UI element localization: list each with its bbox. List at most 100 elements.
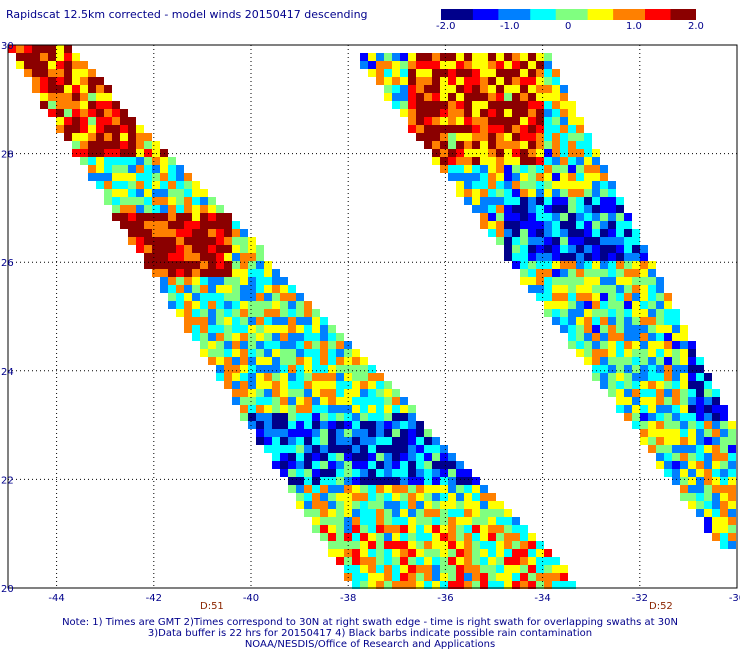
swath-cell: [184, 261, 192, 269]
swath-cell: [240, 277, 248, 285]
swath-cell: [664, 293, 672, 301]
swath-cell: [264, 413, 272, 421]
swath-cell: [264, 309, 272, 317]
swath-cell: [536, 229, 544, 237]
swath-cell: [544, 309, 552, 317]
swath-cell: [400, 69, 408, 77]
swath-cell: [520, 229, 528, 237]
swath-cell: [40, 85, 48, 93]
swath-cell: [440, 581, 448, 589]
swath-cell: [480, 117, 488, 125]
swath-cell: [632, 381, 640, 389]
swath-cell: [472, 53, 480, 61]
swath-cell: [168, 285, 176, 293]
swath-cell: [512, 157, 520, 165]
swath-cell: [216, 269, 224, 277]
swath-cell: [432, 461, 440, 469]
swath-cell: [504, 181, 512, 189]
swath-cell: [328, 341, 336, 349]
swath-cell: [504, 93, 512, 101]
swath-cell: [720, 405, 728, 413]
swath-cell: [592, 181, 600, 189]
swath-cell: [224, 341, 232, 349]
swath-cell: [728, 509, 736, 517]
swath-cell: [376, 493, 384, 501]
swath-cell: [376, 405, 384, 413]
swath-cell: [264, 349, 272, 357]
swath-cell: [456, 149, 464, 157]
swath-cell: [168, 213, 176, 221]
swath-cell: [24, 61, 32, 69]
swath-cell: [320, 429, 328, 437]
swath-cell: [504, 117, 512, 125]
swath-cell: [312, 333, 320, 341]
swath-cell: [352, 461, 360, 469]
swath-cell: [400, 533, 408, 541]
swath-cell: [184, 269, 192, 277]
swath-cell: [504, 157, 512, 165]
swath-cell: [568, 181, 576, 189]
swath-cell: [176, 293, 184, 301]
swath-cell: [664, 309, 672, 317]
colorbar-segment: [619, 9, 627, 20]
swath-cell: [496, 149, 504, 157]
swath-cell: [648, 309, 656, 317]
swath-cell: [384, 61, 392, 69]
swath-cell: [472, 501, 480, 509]
swath-cell: [560, 213, 568, 221]
swath-cell: [480, 109, 488, 117]
swath-cell: [144, 189, 152, 197]
swath-cell: [552, 189, 560, 197]
swath-cell: [624, 341, 632, 349]
swath-cell: [520, 581, 528, 589]
swath-cell: [256, 397, 264, 405]
swath-cell: [728, 445, 736, 453]
swath-cell: [520, 69, 528, 77]
swath-cell: [280, 373, 288, 381]
swath-cell: [280, 397, 288, 405]
longitude-tick-label: -32: [632, 593, 648, 604]
swath-cell: [544, 141, 552, 149]
swath-cell: [640, 277, 648, 285]
swath-cell: [304, 333, 312, 341]
swath-cell: [56, 85, 64, 93]
swath-cell: [640, 301, 648, 309]
swath-cell: [240, 285, 248, 293]
swath-cell: [408, 405, 416, 413]
swath-cell: [208, 357, 216, 365]
swath-cell: [680, 333, 688, 341]
swath-cell: [360, 501, 368, 509]
swath-cell: [440, 453, 448, 461]
swath-cell: [176, 173, 184, 181]
swath-cell: [584, 213, 592, 221]
swath-cell: [352, 373, 360, 381]
swath-cell: [352, 445, 360, 453]
swath-cell: [440, 565, 448, 573]
swath-cell: [272, 317, 280, 325]
swath-cell: [384, 477, 392, 485]
swath-cell: [472, 149, 480, 157]
swath-cell: [624, 389, 632, 397]
swath-cell: [264, 269, 272, 277]
swath-cell: [392, 61, 400, 69]
swath-cell: [104, 133, 112, 141]
swath-cell: [280, 285, 288, 293]
swath-cell: [112, 197, 120, 205]
swath-cell: [496, 77, 504, 85]
swath-cell: [592, 173, 600, 181]
swath-cell: [240, 245, 248, 253]
swath-cell: [352, 557, 360, 565]
swath-cell: [32, 69, 40, 77]
swath-cell: [304, 357, 312, 365]
swath-cell: [728, 421, 736, 429]
swath-cell: [368, 469, 376, 477]
swath-cell: [104, 109, 112, 117]
swath-cell: [368, 509, 376, 517]
swath-cell: [536, 253, 544, 261]
swath-cell: [448, 85, 456, 93]
swath-cell: [408, 101, 416, 109]
swath-cell: [424, 61, 432, 69]
swath-cell: [720, 453, 728, 461]
swath-cell: [704, 485, 712, 493]
swath-cell: [232, 221, 240, 229]
